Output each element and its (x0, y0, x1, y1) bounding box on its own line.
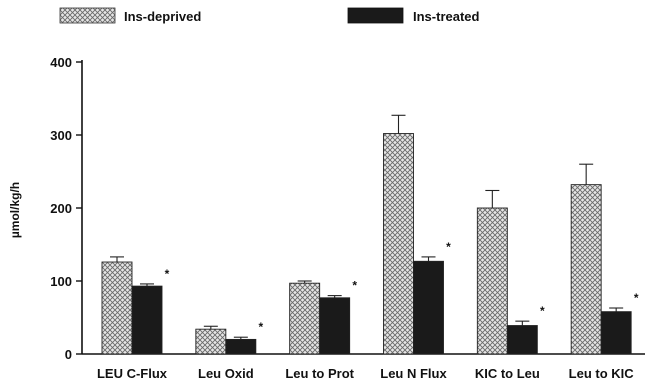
bar-ins-treated (506, 325, 538, 355)
bar-ins-treated (131, 285, 163, 355)
legend-label-ins-treated: Ins-treated (413, 9, 480, 24)
legend-swatch-ins-treated (347, 7, 404, 24)
bar-ins-deprived (289, 282, 321, 355)
bar-ins-treated (413, 260, 444, 355)
x-tick-label: Leu to Prot (285, 366, 354, 381)
x-tick-label: Leu to KIC (569, 366, 635, 381)
x-tick-label: KIC to Leu (475, 366, 540, 381)
legend-swatch-ins-deprived (59, 7, 116, 24)
legend-item-ins-deprived: Ins-deprived (59, 7, 201, 24)
y-tick-label: 400 (50, 55, 72, 70)
bar-ins-deprived (476, 207, 508, 355)
y-tick-label: 100 (50, 274, 72, 289)
bar-ins-treated (225, 338, 257, 355)
bar-ins-deprived (383, 133, 414, 355)
significance-marker: * (165, 267, 170, 281)
x-tick-label: LEU C-Flux (97, 366, 168, 381)
significance-marker: * (446, 240, 451, 254)
bar-ins-deprived (570, 184, 602, 355)
y-tick-label: 300 (50, 128, 72, 143)
y-ticks: 0 100 200 300 400 (50, 55, 82, 362)
y-tick-label: 200 (50, 201, 72, 216)
significance-marker: * (634, 291, 639, 305)
y-axis-label: µmol/kg/h (8, 182, 22, 238)
axes (81, 60, 645, 355)
x-tick-labels: LEU C-Flux Leu Oxid Leu to Prot Leu N Flux K… (97, 366, 634, 381)
bar-ins-deprived (195, 328, 227, 355)
x-tick-label: Leu Oxid (198, 366, 254, 381)
x-tick-label: Leu N Flux (380, 366, 447, 381)
significance-marker: * (258, 320, 263, 334)
bar-ins-deprived (101, 261, 133, 355)
significance-marker: * (540, 304, 545, 318)
y-tick-label: 0 (65, 347, 72, 362)
bar-ins-treated (319, 297, 351, 355)
bar-ins-treated (600, 311, 632, 355)
legend-item-ins-treated: Ins-treated (347, 7, 480, 24)
legend: Ins-deprived Ins-treated (59, 7, 480, 24)
legend-label-ins-deprived: Ins-deprived (124, 9, 201, 24)
significance-marker: * (352, 279, 357, 293)
bars: * * * * * * (101, 114, 639, 355)
